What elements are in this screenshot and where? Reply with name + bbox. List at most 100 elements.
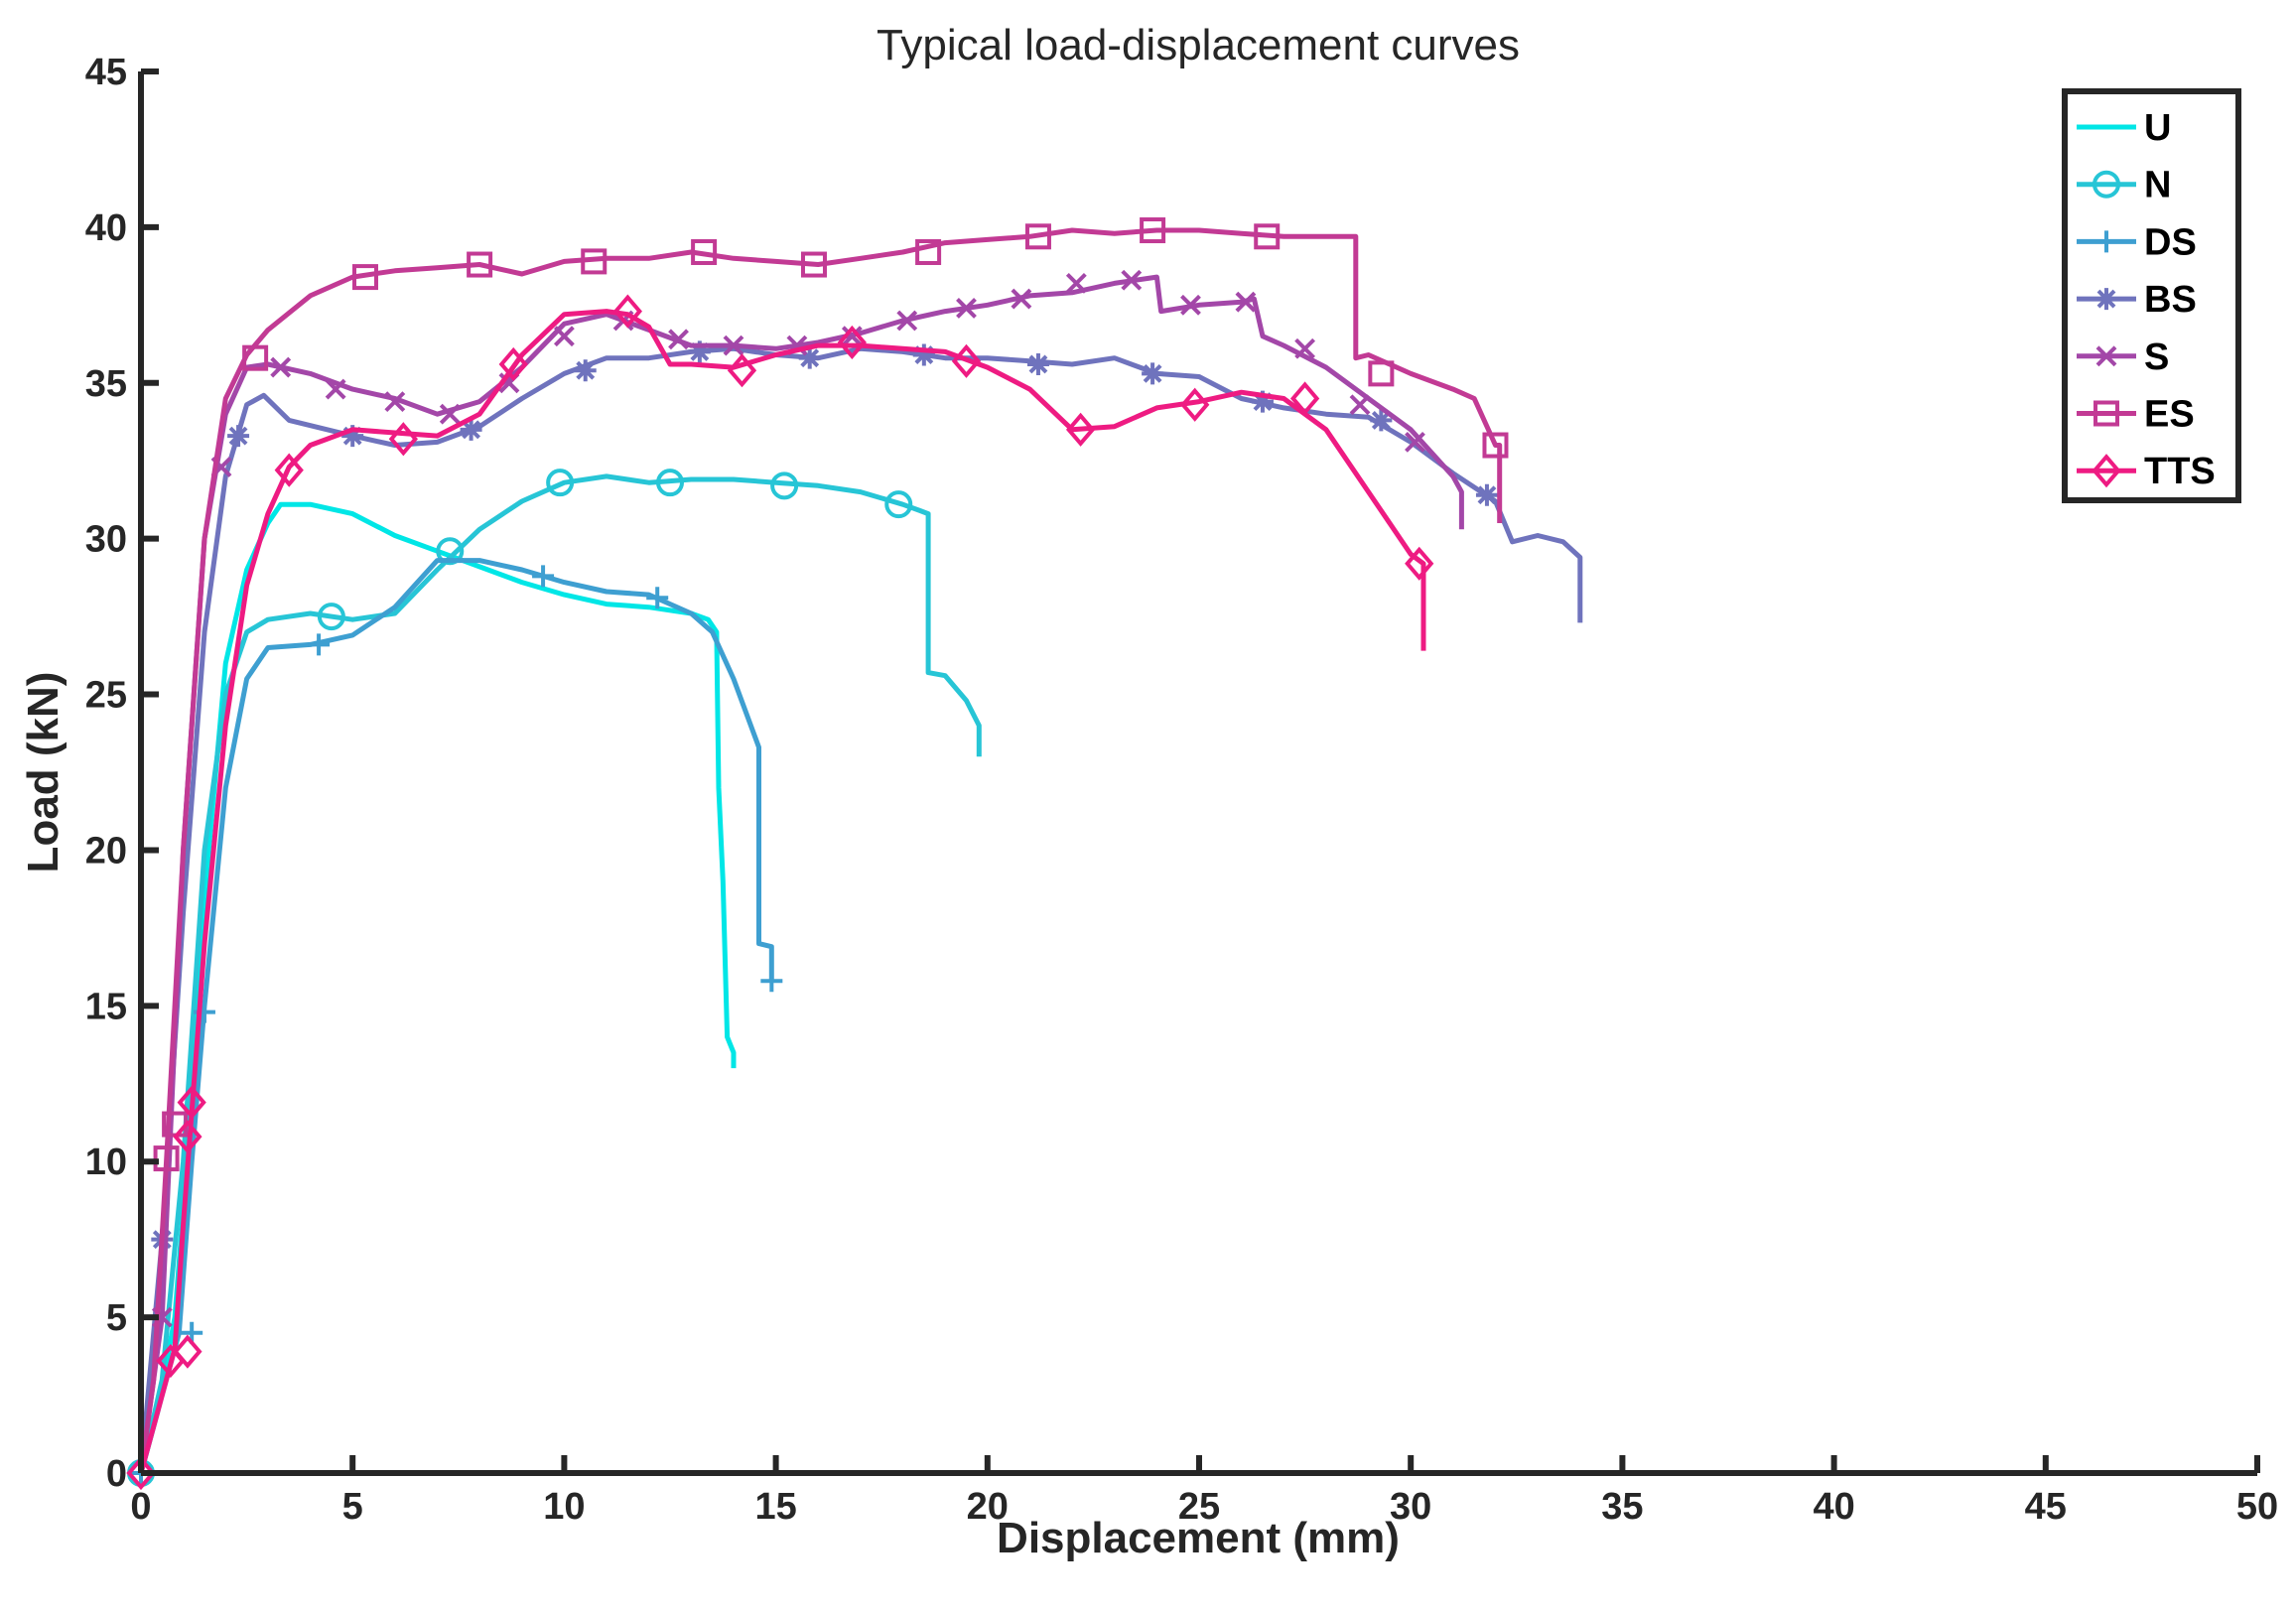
data-point-tts (173, 1120, 203, 1154)
data-point-tts (388, 422, 419, 457)
series-es (138, 217, 1509, 1474)
data-point-es (467, 251, 493, 278)
legend-label: S (2144, 336, 2169, 378)
data-point-bs (574, 359, 597, 382)
data-point-bs (688, 340, 711, 363)
legend-label: DS (2144, 221, 2197, 263)
y-tick-label: 45 (85, 52, 127, 93)
data-point-tts (1065, 412, 1096, 447)
legend-label: BS (2144, 279, 2197, 321)
data-point-n (436, 537, 465, 566)
chart-title: Typical load-displacement curves (877, 21, 1520, 69)
data-point-s (384, 391, 406, 413)
data-point-s (1121, 269, 1143, 291)
data-point-bs (460, 418, 482, 441)
legend-item-es: ES (2077, 394, 2195, 436)
data-point-tts (1180, 387, 1210, 422)
legend-marker (2095, 345, 2117, 367)
data-point-s (668, 329, 689, 350)
data-point-es (1368, 360, 1395, 387)
axes (138, 71, 2257, 1476)
data-point-s (553, 326, 575, 347)
legend-marker (2092, 454, 2121, 488)
legend-label: TTS (2144, 451, 2216, 492)
legend-marker (2095, 230, 2117, 253)
legend: UN DS BS S ES TTS (2062, 88, 2241, 503)
legend-marker (2095, 288, 2117, 311)
series-line-u (138, 501, 737, 1474)
data-point-tts (837, 325, 867, 360)
data-point-tts (1405, 546, 1434, 581)
data-point-s (1349, 394, 1371, 416)
data-point-s (1235, 291, 1257, 313)
x-axis-title: Displacement (mm) (997, 1514, 1400, 1562)
y-tick-label: 30 (85, 519, 127, 561)
data-point-tts (951, 343, 982, 378)
x-tick-label: 45 (2025, 1486, 2067, 1528)
data-point-s (270, 356, 292, 378)
series-line-ds (138, 558, 774, 1474)
x-tick-label: 35 (1601, 1486, 1643, 1528)
data-point-s (1405, 431, 1425, 453)
data-point-s (723, 335, 744, 356)
legend-label: N (2144, 165, 2171, 206)
data-point-tts (126, 1455, 156, 1491)
x-tick-label: 5 (342, 1486, 363, 1528)
data-point-s (1065, 272, 1087, 294)
x-tick-label: 25 (1178, 1486, 1220, 1528)
legend-item-ds: DS (2077, 221, 2197, 263)
data-point-tts (173, 1334, 203, 1369)
data-point-tts (498, 346, 528, 382)
x-tick-label: 15 (754, 1486, 796, 1528)
data-point-bs (341, 425, 364, 448)
series-line-tts (138, 309, 1426, 1474)
data-point-n (546, 469, 575, 497)
x-tick-label: 0 (130, 1486, 151, 1528)
y-tick-label: 25 (85, 675, 127, 717)
data-point-tts (274, 453, 304, 487)
data-point-es (242, 344, 269, 371)
y-tick-label: 5 (106, 1297, 127, 1339)
data-point-s (956, 298, 977, 319)
series-line-n (138, 473, 982, 1474)
data-point-ds (646, 587, 669, 609)
x-tick-label: 10 (543, 1486, 585, 1528)
y-tick-label: 15 (85, 986, 127, 1027)
data-point-es (1024, 223, 1051, 250)
data-point-es (800, 251, 827, 278)
legend-box (2062, 88, 2241, 503)
x-tick-label: 50 (2236, 1486, 2278, 1528)
legend-marker (2093, 170, 2120, 199)
data-point-bs (1370, 409, 1393, 432)
data-point-bs (1251, 390, 1274, 413)
data-point-es (691, 238, 718, 265)
data-point-es (1254, 223, 1281, 250)
data-point-n (317, 603, 345, 631)
y-axis-title: Load (kN) (19, 672, 68, 874)
data-point-es (153, 1145, 180, 1172)
data-point-ds (308, 633, 331, 656)
data-point-s (325, 378, 346, 400)
series-line-es (138, 227, 1503, 1474)
legend-item-tts: TTS (2077, 451, 2216, 492)
y-tick-label: 0 (106, 1453, 127, 1495)
axis-ticks: 0 5 10 15 20 25 30 35 40 45 50 0 5 10 15 20 25 30 35 40 45 (85, 52, 2278, 1528)
data-point-n (770, 471, 799, 500)
x-tick-label: 40 (1813, 1486, 1854, 1528)
data-point-bs (227, 425, 250, 448)
data-point-es (1482, 432, 1509, 459)
y-tick-label: 35 (85, 363, 127, 405)
y-tick-label: 10 (85, 1142, 127, 1183)
series-n (127, 469, 982, 1487)
data-point-s (896, 310, 918, 332)
y-tick-label: 40 (85, 207, 127, 249)
data-point-s (1180, 294, 1201, 316)
data-point-tts (177, 1085, 206, 1120)
series-bs (138, 340, 1583, 1474)
data-point-ds (760, 970, 783, 993)
data-point-es (915, 238, 942, 265)
data-point-es (351, 264, 378, 291)
legend-item-u: U (2077, 107, 2171, 149)
legend-label: ES (2144, 394, 2195, 436)
